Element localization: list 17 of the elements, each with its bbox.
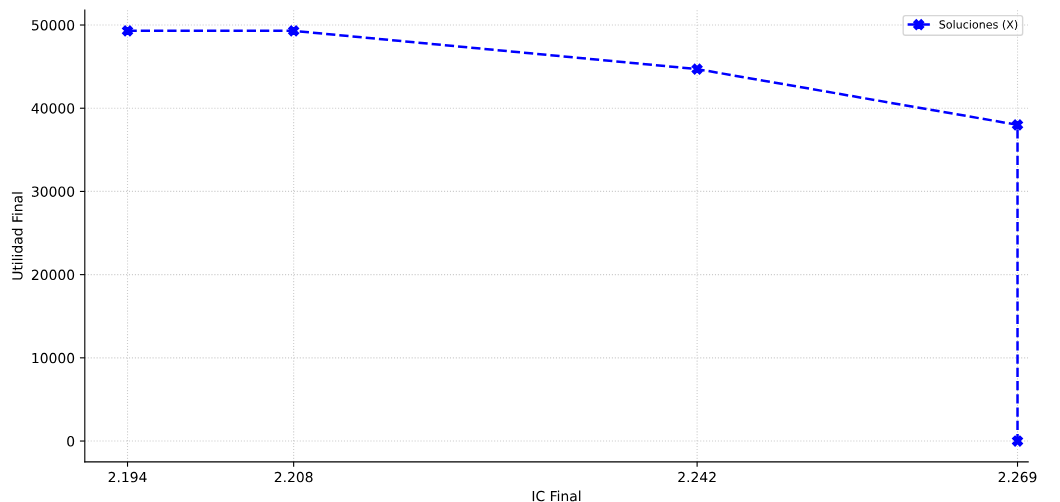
y-tick-label: 0	[67, 436, 75, 447]
x-tick-label: 2.194	[108, 471, 147, 483]
y-tick-label: 20000	[31, 269, 75, 281]
y-tick-label: 10000	[32, 352, 75, 364]
x-tick-label: 2.242	[678, 471, 716, 483]
x-tick-label: 2.269	[998, 471, 1037, 483]
legend-label: Soluciones (X)	[939, 20, 1018, 30]
y-tick-label: 50000	[31, 19, 75, 31]
y-tick-label: 40000	[31, 103, 75, 114]
point	[288, 25, 300, 37]
y-axis-title: Utilidad Final	[11, 192, 23, 280]
y-tick-label: 30000	[31, 186, 75, 197]
x-axis-title: IC Final	[532, 490, 581, 502]
point	[121, 25, 134, 37]
point	[1011, 119, 1024, 131]
x-tick-label: 2.208	[274, 471, 313, 483]
point	[691, 63, 703, 75]
